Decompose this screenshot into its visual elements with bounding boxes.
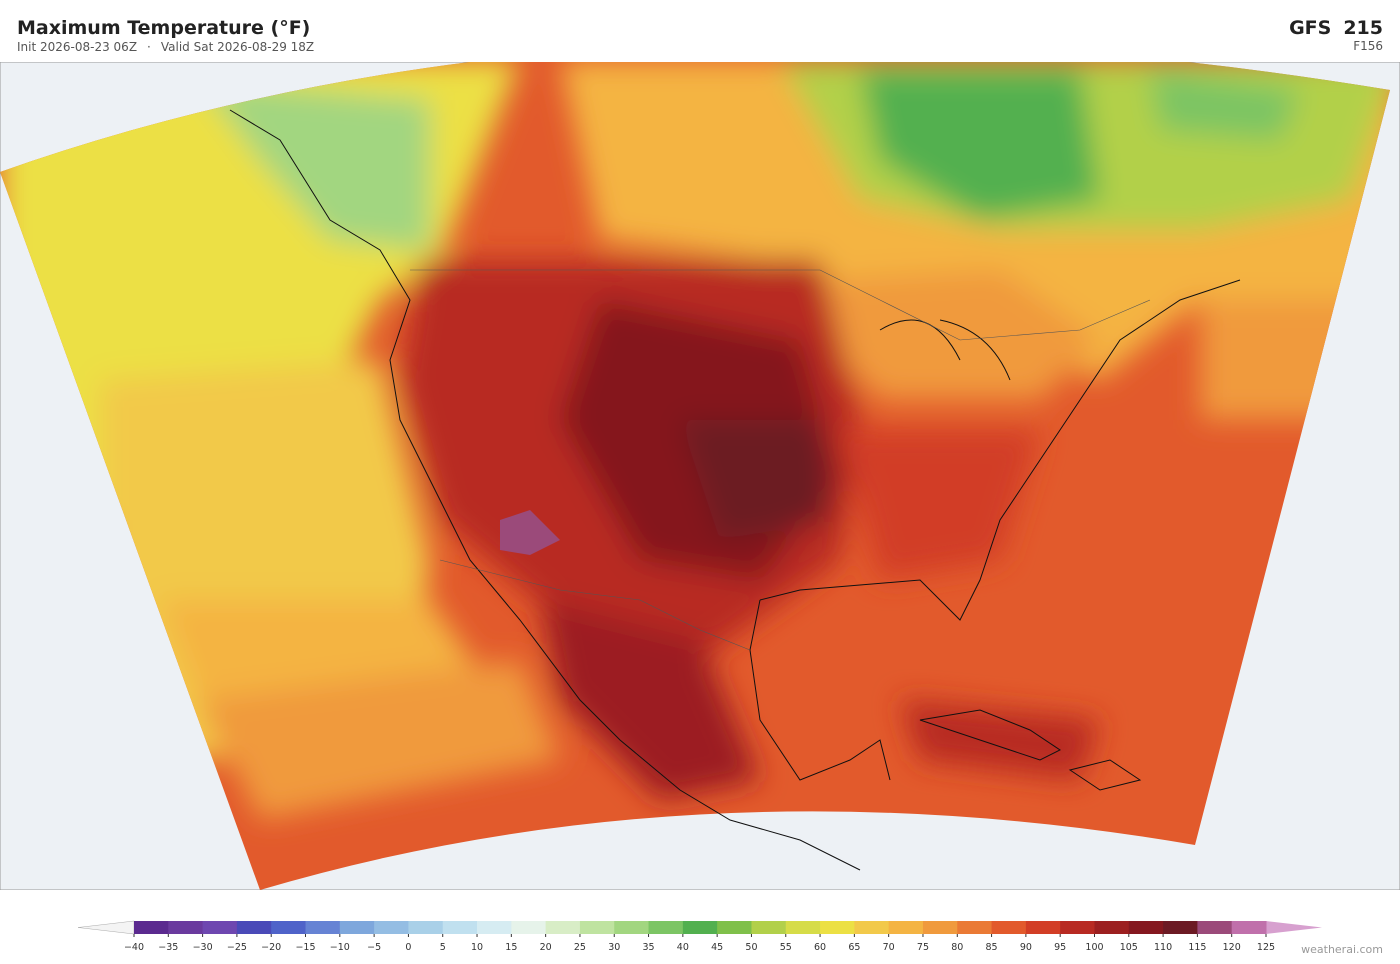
colorbar-tick-label: 20: [540, 942, 552, 953]
colorbar-bin: [614, 921, 650, 934]
colorbar-bin: [751, 921, 787, 934]
colorbar-tick-label: 30: [608, 942, 620, 953]
colorbar-bin: [991, 921, 1027, 934]
title: Maximum Temperature (°F): [17, 17, 310, 39]
colorbar-bin: [134, 921, 169, 934]
colorbar-under: [77, 920, 135, 935]
subtitle: Init 2026-08-23 06Z · Valid Sat 2026-08-29…: [17, 40, 314, 54]
colorbar-bin: [511, 921, 547, 934]
borders: [410, 269, 1151, 651]
colorbar-tick-label: 65: [848, 942, 860, 953]
colorbar-tick-label: 60: [814, 942, 826, 953]
colorbar-bin: [957, 921, 993, 934]
colorbar-tick-label: 100: [1085, 942, 1103, 953]
colorbar: −40 −35 −30 −25 −20 −15 −10 −5 0 5 10 15 20 25 30 35 40 4…: [77, 920, 1322, 953]
colorbar-tick-label: 70: [883, 942, 895, 953]
model-label: GFS 215: [1289, 17, 1383, 39]
colorbar-tick-label: −30: [193, 942, 213, 953]
forecast-hour: F156: [1353, 39, 1383, 53]
colorbar-bin: [236, 921, 272, 934]
colorbar-tick-label: −35: [158, 942, 178, 953]
colorbar-bin: [305, 921, 341, 934]
colorbar-bin: [717, 921, 752, 934]
colorbar-bin: [785, 921, 821, 934]
colorbar-tick-label: −15: [295, 942, 315, 953]
colorbar-bin: [168, 921, 204, 934]
separator: ·: [147, 40, 151, 54]
colorbar-tick-label: −20: [261, 942, 281, 953]
colorbar-bin: [1197, 921, 1233, 934]
colorbar-bin: [1060, 921, 1095, 934]
colorbar-bin: [1163, 921, 1198, 934]
colorbar-tick-label: 15: [505, 942, 517, 953]
colorbar-tick-label: 25: [574, 942, 586, 953]
colorbar-bin: [1025, 921, 1061, 934]
colorbar-bin: [888, 921, 924, 934]
colorbar-tick-label: 110: [1154, 942, 1172, 953]
colorbar-bin: [374, 921, 409, 934]
colorbar-tick-label: 0: [405, 942, 411, 953]
colorbar-tick-label: 90: [1020, 942, 1032, 953]
grid: 215: [1343, 17, 1383, 39]
colorbar-tick-label: 75: [917, 942, 929, 953]
init-time: Init 2026-08-23 06Z: [17, 40, 137, 54]
colorbar-tick-label: 125: [1257, 942, 1275, 953]
credit: weatherai.com: [1301, 943, 1383, 956]
colorbar-bin: [545, 921, 581, 934]
colorbar-tick-label: −25: [227, 942, 247, 953]
colorbar-tick-label: 10: [471, 942, 483, 953]
colorbar-tick-label: 120: [1223, 942, 1241, 953]
colorbar-bin: [408, 921, 444, 934]
valid-time: Valid Sat 2026-08-29 18Z: [161, 40, 314, 54]
colorbar-bin: [820, 921, 855, 934]
colorbar-tick-label: 115: [1188, 942, 1206, 953]
colorbar-tick-label: 85: [986, 942, 998, 953]
colorbar-bin: [922, 921, 958, 934]
colorbar-tick-label: 50: [745, 942, 757, 953]
colorbar-bin: [1231, 921, 1267, 934]
colorbar-bin: [202, 921, 238, 934]
colorbar-tick-label: 105: [1120, 942, 1138, 953]
colorbar-tick-label: 95: [1054, 942, 1066, 953]
colorbar-bin: [477, 921, 512, 934]
colorbar-bin: [854, 921, 890, 934]
colorbar-bin: [339, 921, 375, 934]
colorbar-bin: [682, 921, 718, 934]
hot-spot: [500, 510, 560, 555]
colorbar-bin: [1128, 921, 1164, 934]
colorbar-bin: [1094, 921, 1130, 934]
colorbar-tick-label: 40: [677, 942, 689, 953]
colorbar-bin: [442, 921, 478, 934]
colorbar-tick-label: 35: [642, 942, 654, 953]
colorbar-tick-label: 55: [780, 942, 792, 953]
colorbar-tick-label: −40: [124, 942, 144, 953]
colorbar-tick-label: 80: [951, 942, 963, 953]
colorbar-tick-label: −5: [367, 942, 381, 953]
colorbar-bin: [648, 921, 684, 934]
colorbar-bin: [579, 921, 615, 934]
colorbar-bin: [271, 921, 307, 934]
colorbar-over: [1266, 921, 1322, 934]
colorbar-tick-label: 45: [711, 942, 723, 953]
colorbar-tick-label: 5: [440, 942, 446, 953]
model: GFS: [1289, 17, 1331, 39]
colorbar-tick-label: −10: [330, 942, 350, 953]
